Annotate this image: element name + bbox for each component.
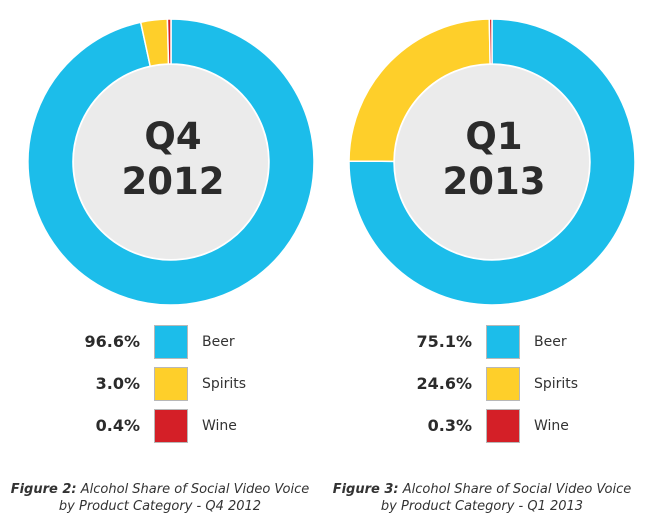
legend-value: 75.1% xyxy=(416,332,472,351)
caption-line-1: Figure 2: Alcohol Share of Social Video … xyxy=(0,481,320,498)
donut-center-label: Q1 2013 xyxy=(424,114,564,204)
caption-line-2: by Product Category - Q4 2012 xyxy=(58,499,262,514)
legend-value: 24.6% xyxy=(416,374,472,393)
legend-label: Spirits xyxy=(202,376,247,392)
donut-center-label: Q4 2012 xyxy=(103,114,243,204)
legend-swatch-spirits xyxy=(154,367,188,401)
center-label-line-2: 2012 xyxy=(121,160,225,203)
legend-swatch-beer xyxy=(154,325,188,359)
caption-prefix: Figure 2: xyxy=(10,482,77,497)
donut-chart-q1-2013 xyxy=(348,18,636,306)
caption-line-2: by Product Category - Q1 2013 xyxy=(380,499,584,514)
donut-hole xyxy=(74,65,268,259)
donut-slice-beer xyxy=(27,18,315,306)
donut-chart-q4-2012 xyxy=(27,18,315,306)
legend-label: Wine xyxy=(534,418,569,434)
donut-slice-wine xyxy=(488,18,493,65)
donut-hole xyxy=(395,65,589,259)
caption-text: Alcohol Share of Social Video Voice xyxy=(80,482,310,497)
chart-panel-q4-2012: Q4 2012 96.6% Beer 3.0% Spirits 0.4% Win… xyxy=(0,0,331,524)
chart-panel-q1-2013: Q1 2013 75.1% Beer 24.6% Spirits 0.3% Wi… xyxy=(332,0,663,524)
legend-label: Spirits xyxy=(534,376,579,392)
center-label-line-1: Q4 xyxy=(144,115,202,158)
donut-slice-beer xyxy=(348,18,636,306)
legend-value: 0.3% xyxy=(427,416,472,435)
figure-caption: Figure 2: Alcohol Share of Social Video … xyxy=(0,481,320,515)
legend-swatch-beer xyxy=(486,325,520,359)
legend-value: 0.4% xyxy=(95,416,140,435)
caption-prefix: Figure 3: xyxy=(332,482,399,497)
center-label-line-1: Q1 xyxy=(465,115,523,158)
donut-slice-wine xyxy=(166,18,172,65)
legend-swatch-wine xyxy=(154,409,188,443)
legend-value: 3.0% xyxy=(95,374,140,393)
legend-swatch-spirits xyxy=(486,367,520,401)
legend-label: Beer xyxy=(202,334,235,350)
legend-swatch-wine xyxy=(486,409,520,443)
figure-caption: Figure 3: Alcohol Share of Social Video … xyxy=(322,481,642,515)
legend-value: 96.6% xyxy=(84,332,140,351)
legend-label: Wine xyxy=(202,418,237,434)
center-label-line-2: 2013 xyxy=(442,160,546,203)
caption-text: Alcohol Share of Social Video Voice xyxy=(402,482,632,497)
caption-line-1: Figure 3: Alcohol Share of Social Video … xyxy=(322,481,642,498)
legend-label: Beer xyxy=(534,334,567,350)
